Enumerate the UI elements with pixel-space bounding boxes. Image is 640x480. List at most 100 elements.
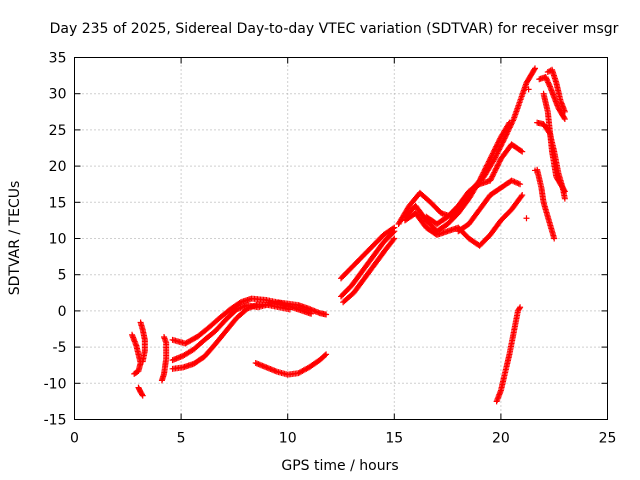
data-point [488, 174, 495, 181]
y-tick-label: -15 [44, 413, 67, 429]
data-point [544, 78, 551, 85]
data-point [488, 153, 495, 160]
data-points [129, 65, 568, 405]
data-point [480, 169, 487, 176]
y-axis-label: SDTVAR / TECUs [7, 181, 23, 296]
data-point [551, 235, 558, 242]
data-point [542, 74, 549, 81]
data-point [561, 188, 568, 195]
x-tick-label: 20 [492, 431, 510, 447]
data-point [543, 76, 550, 83]
data-point [493, 143, 500, 150]
data-point [158, 377, 165, 384]
data-point [487, 155, 494, 162]
data-point [517, 181, 524, 188]
data-point [561, 187, 568, 194]
y-tick-label: 35 [49, 51, 67, 67]
data-point [491, 147, 498, 154]
y-tick-label: 30 [49, 87, 67, 103]
data-point [505, 120, 512, 127]
data-point [490, 170, 497, 177]
x-tick-label: 15 [385, 431, 403, 447]
data-point [487, 154, 494, 161]
data-point [479, 172, 486, 179]
plot-frame [74, 57, 608, 420]
data-point [322, 352, 329, 359]
data-point [391, 235, 398, 242]
x-tick-label: 25 [599, 431, 617, 447]
data-point [495, 138, 502, 145]
data-point [496, 158, 503, 165]
data-point [390, 236, 397, 243]
data-point [509, 118, 516, 125]
data-point [487, 176, 494, 183]
x-tick-label: 5 [177, 431, 186, 447]
data-point [308, 310, 315, 317]
x-tick-label: 0 [70, 431, 79, 447]
data-point [532, 65, 539, 72]
data-point [496, 136, 503, 143]
data-point [518, 193, 525, 200]
data-point [494, 162, 501, 169]
data-point [477, 174, 484, 181]
data-point [510, 117, 517, 124]
axis-ticks [74, 57, 608, 420]
data-point [561, 116, 568, 123]
data-point [487, 177, 494, 184]
data-point [517, 304, 524, 311]
data-point [532, 167, 539, 174]
data-point [483, 164, 490, 171]
data-point [545, 79, 552, 86]
data-point [506, 119, 513, 126]
tick-labels: 0 5 10 15 20 25 -15 -10 -5 0 5 10 15 20 25 30 35 [44, 51, 617, 447]
data-point [525, 86, 532, 93]
data-point [493, 164, 500, 171]
data-point [486, 157, 493, 164]
data-point [493, 142, 500, 149]
y-tick-label: 10 [49, 232, 67, 248]
data-point [561, 114, 568, 121]
data-point [491, 168, 498, 175]
data-point [286, 306, 293, 313]
y-tick-label: 20 [49, 159, 67, 175]
data-point [489, 151, 496, 158]
data-point [484, 161, 491, 168]
data-point [139, 391, 146, 398]
data-point [494, 140, 501, 147]
data-point [139, 392, 146, 399]
data-point [490, 149, 497, 156]
data-point [495, 139, 502, 146]
data-point [139, 358, 146, 365]
data-point [492, 145, 499, 151]
data-point [131, 370, 138, 377]
data-point [489, 173, 496, 180]
data-point [561, 108, 568, 115]
data-point [485, 159, 492, 166]
data-point [485, 158, 492, 165]
data-point [477, 176, 484, 183]
data-point [323, 351, 330, 358]
data-point [489, 172, 496, 179]
data-point [561, 195, 568, 202]
chart-title: Day 235 of 2025, Sidereal Day-to-day VTE… [50, 21, 619, 37]
data-point [523, 215, 530, 222]
y-tick-label: 15 [49, 195, 67, 211]
data-point [495, 161, 502, 168]
data-point [489, 150, 496, 157]
grid [74, 57, 608, 420]
data-point [481, 168, 488, 175]
data-point [543, 75, 550, 82]
data-point [478, 173, 485, 180]
data-point [546, 82, 553, 89]
data-point [482, 165, 489, 172]
data-point [391, 228, 398, 235]
data-point [132, 370, 139, 377]
data-point [481, 166, 488, 173]
data-point [323, 311, 330, 318]
data-point [516, 305, 523, 312]
data-point [545, 80, 552, 87]
data-point [483, 162, 490, 169]
y-tick-label: 25 [49, 123, 67, 139]
data-point [491, 146, 498, 153]
data-point [492, 166, 499, 173]
